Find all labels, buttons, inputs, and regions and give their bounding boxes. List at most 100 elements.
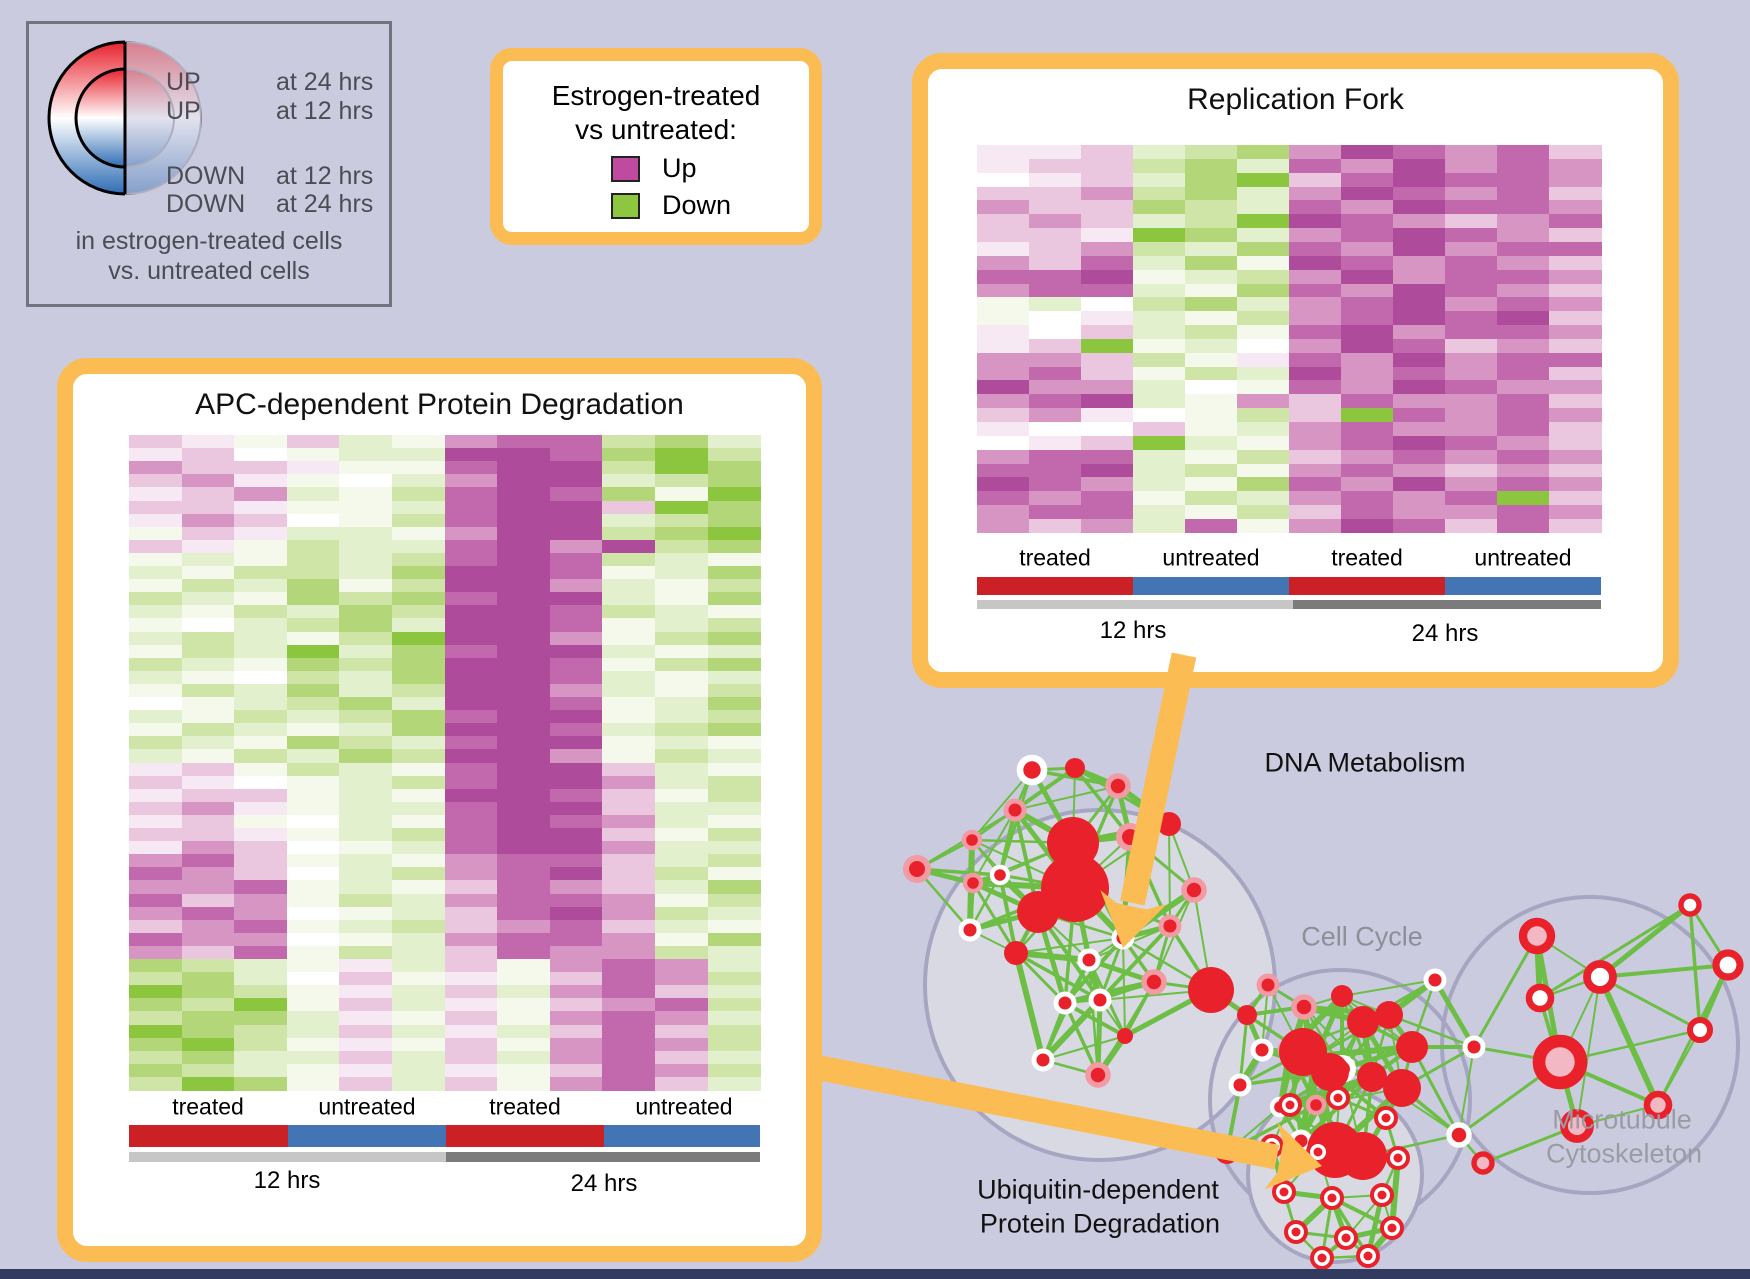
heatmap-cell [234,1076,288,1091]
heatmap-cell [392,1037,446,1052]
heatmap-cell [181,906,235,921]
heatmap-cell [1445,422,1498,437]
heatmap-cell [977,297,1030,312]
heatmap-cell [129,683,183,698]
heatmap-cell [1549,145,1602,160]
heatmap-cell [392,736,446,750]
heatmap-cell [444,762,498,777]
heatmap-cell [549,723,603,737]
heatmap-cell [1445,435,1498,451]
heatmap-cell [1393,366,1446,382]
heatmap-cell [602,592,656,606]
heatmap-cell [707,474,761,488]
heatmap-cell [392,1024,446,1039]
heatmap-cell [549,631,603,646]
heatmap-cell [286,513,340,528]
heatmap-cell [549,552,603,567]
heatmap-cell [286,605,340,619]
heatmap-cell [392,959,446,973]
heatmap-cell [444,1050,498,1065]
heatmap-cell [444,683,498,698]
heatmap-cell [1549,408,1602,423]
legend-time-label: at 24 hrs [276,190,374,218]
heatmap-cell [1289,228,1342,243]
heatmap-cell [1289,325,1342,340]
heatmap-cell [1497,200,1550,215]
network-node [1423,968,1447,992]
heatmap-cell [286,1024,340,1039]
heatmap-cell [707,1063,761,1078]
heatmap-cell [707,435,761,449]
network-node [1085,1062,1111,1088]
heatmap-cell [444,579,498,593]
heatmap-cell [129,500,183,515]
heatmap-cell [286,972,340,986]
heatmap-cell [1341,435,1394,451]
heatmap-cell [977,158,1030,174]
heatmap-cell [977,518,1030,534]
heatmap-cell [655,500,709,515]
heatmap-cell [655,474,709,488]
heatmap-cell [234,985,288,999]
heatmap-cell [602,683,656,698]
heatmap-cell [602,762,656,777]
heatmap-cell [129,435,183,449]
heatmap-cell [1081,518,1134,534]
heatmap-cell [1289,269,1342,285]
heatmap-cell [1393,435,1446,451]
heatmap-cell [444,448,498,462]
heatmap-cell [1237,338,1290,354]
heatmap-cell [1081,380,1134,395]
heatmap-cell [234,775,288,790]
heatmap-cell [655,526,709,541]
network-bridge-edge [1472,935,1539,1048]
heatmap-cell [1185,366,1238,382]
heatmap-cell [129,749,183,764]
heatmap-cell [1133,269,1186,285]
heatmap-cell [444,867,498,881]
heatmap-cell [1497,449,1550,465]
network-edge [1064,979,1155,1006]
heatmap-cell [707,697,761,711]
heatmap-cell [444,985,498,999]
heatmap-cell [1497,297,1550,312]
heatmap-cell [497,972,551,986]
heatmap-cell [1081,463,1134,478]
heatmap-cell [129,736,183,750]
heatmap-cell [707,644,761,659]
heatmap-cell [392,932,446,947]
network-node [1462,1035,1486,1059]
network-node [1065,758,1085,778]
heatmap-cell [339,526,393,541]
heatmap-cell [234,801,288,816]
heatmap-cell [286,893,340,908]
heatmap-cell [1237,380,1290,395]
heatmap-cell [234,854,288,868]
heatmap-cell [1445,255,1498,271]
heatmap-cell [339,736,393,750]
network-edge [1410,1046,1461,1136]
heatmap-cell [549,710,603,724]
heatmap-cell [1029,228,1082,243]
heatmap-cell [234,697,288,711]
heatmap-cell [655,618,709,633]
heatmap-cell [1497,186,1550,201]
heatmap-cell [392,461,446,475]
heatmap-cell [1029,435,1082,451]
heatmap-cell [707,526,761,541]
network-node [1004,941,1028,965]
heatmap-cell [286,697,340,711]
network-node [1016,754,1048,786]
heatmap-cell [977,394,1030,409]
heatmap-cell [977,505,1030,520]
heatmap-cell [286,1063,340,1078]
network-node-core [1285,1100,1295,1110]
heatmap-cell [234,474,288,488]
heatmap-cell [497,959,551,973]
heatmap-cell [444,487,498,502]
arrow-repfork-to-dna-head-icon [1100,890,1167,948]
heatmap-cell [707,775,761,790]
network-node [1141,969,1167,995]
heatmap-cell [497,1050,551,1065]
